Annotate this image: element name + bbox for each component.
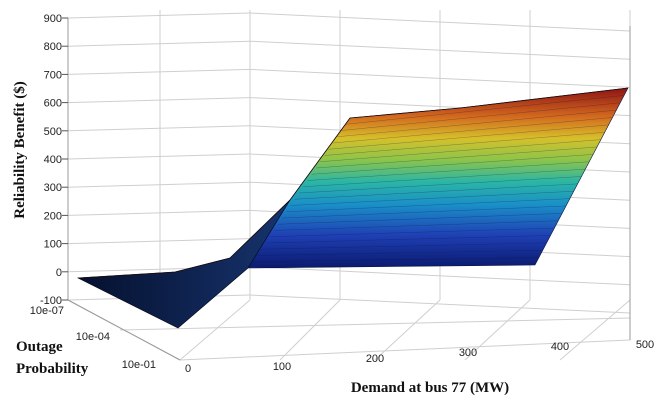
grid-line xyxy=(179,339,631,361)
grid-line xyxy=(279,299,341,361)
surface-mesh-line xyxy=(281,205,567,219)
x-tick-label: 100 xyxy=(273,361,291,373)
grid-line xyxy=(119,317,631,331)
surface-mesh-line xyxy=(277,213,563,225)
surface-mesh-line xyxy=(286,198,570,212)
surface-mesh-line xyxy=(260,242,547,250)
surface-mesh-line xyxy=(345,95,625,125)
grid-line xyxy=(67,238,251,245)
z-tick-label: 200 xyxy=(44,210,62,222)
surface-mesh-line xyxy=(328,124,609,150)
grid-line xyxy=(67,12,251,19)
z-tick-label: 400 xyxy=(44,154,62,166)
z-tick-label: 500 xyxy=(44,126,62,138)
surface-mesh-line xyxy=(303,168,586,187)
x-tick-label: 400 xyxy=(551,341,569,353)
grid-line xyxy=(67,181,251,188)
grid-line xyxy=(559,299,631,361)
surface-mesh-line xyxy=(324,132,605,156)
x-tick-label: 300 xyxy=(459,347,477,359)
grid-line xyxy=(179,299,251,361)
x-tick-label: 500 xyxy=(636,339,654,351)
surface-mesh-line xyxy=(307,161,590,181)
z-tick-label: 600 xyxy=(44,98,62,110)
surface-mesh-line xyxy=(273,220,559,231)
surface-mesh-line xyxy=(264,235,551,244)
grid-line xyxy=(249,294,631,314)
y-tick-label: 10e-04 xyxy=(76,331,110,343)
surface-mesh-line xyxy=(320,139,601,162)
y-axis-label-line1: Outage xyxy=(16,339,63,355)
grid-line xyxy=(67,68,251,75)
x-tick-label: 200 xyxy=(366,353,384,365)
grid-line xyxy=(67,153,251,160)
surface-mesh-line xyxy=(269,227,555,237)
grid-line xyxy=(374,299,441,361)
grid-line xyxy=(67,40,251,47)
y-axis-label-line2: Probability xyxy=(16,361,89,377)
box-edge xyxy=(67,299,181,361)
surface-mesh-line xyxy=(332,117,613,144)
surface-far-edge xyxy=(77,87,629,279)
z-axis-label: Reliability Benefit ($) xyxy=(12,81,28,218)
z-tick-label: -100 xyxy=(40,295,62,307)
grid-line xyxy=(464,299,531,361)
surface-mesh-line xyxy=(290,191,574,206)
surface-mesh-line xyxy=(298,176,582,194)
grid-line xyxy=(67,125,251,132)
grid-line xyxy=(67,97,251,104)
z-tick-label: 0 xyxy=(56,267,62,279)
y-tick-label: 10e-07 xyxy=(30,305,64,317)
z-tick-label: 100 xyxy=(44,239,62,251)
surface-mesh-line xyxy=(294,183,578,200)
z-tick-label: 700 xyxy=(44,69,62,81)
surface-mesh-line xyxy=(341,102,621,131)
surface-mesh-line xyxy=(256,250,543,256)
grid-line xyxy=(67,209,251,216)
z-tick-label: 800 xyxy=(44,41,62,53)
surface xyxy=(76,87,629,329)
surface-mesh-line xyxy=(311,154,594,175)
z-tick-label: 900 xyxy=(44,13,62,25)
surface-mesh-line xyxy=(337,109,617,137)
x-tick-label: 0 xyxy=(185,363,191,375)
surface-main xyxy=(247,87,629,269)
surface-mesh-line xyxy=(315,146,598,169)
y-tick-label: 10e-01 xyxy=(122,359,156,371)
z-tick-label: 300 xyxy=(44,182,62,194)
tick-labels: 900 800 700 600 500 400 300 200 100 0 -100 0 100 200 3… xyxy=(30,13,654,375)
x-axis-label: Demand at bus 77 (MW) xyxy=(351,380,509,396)
surface-mesh-line xyxy=(252,257,539,262)
